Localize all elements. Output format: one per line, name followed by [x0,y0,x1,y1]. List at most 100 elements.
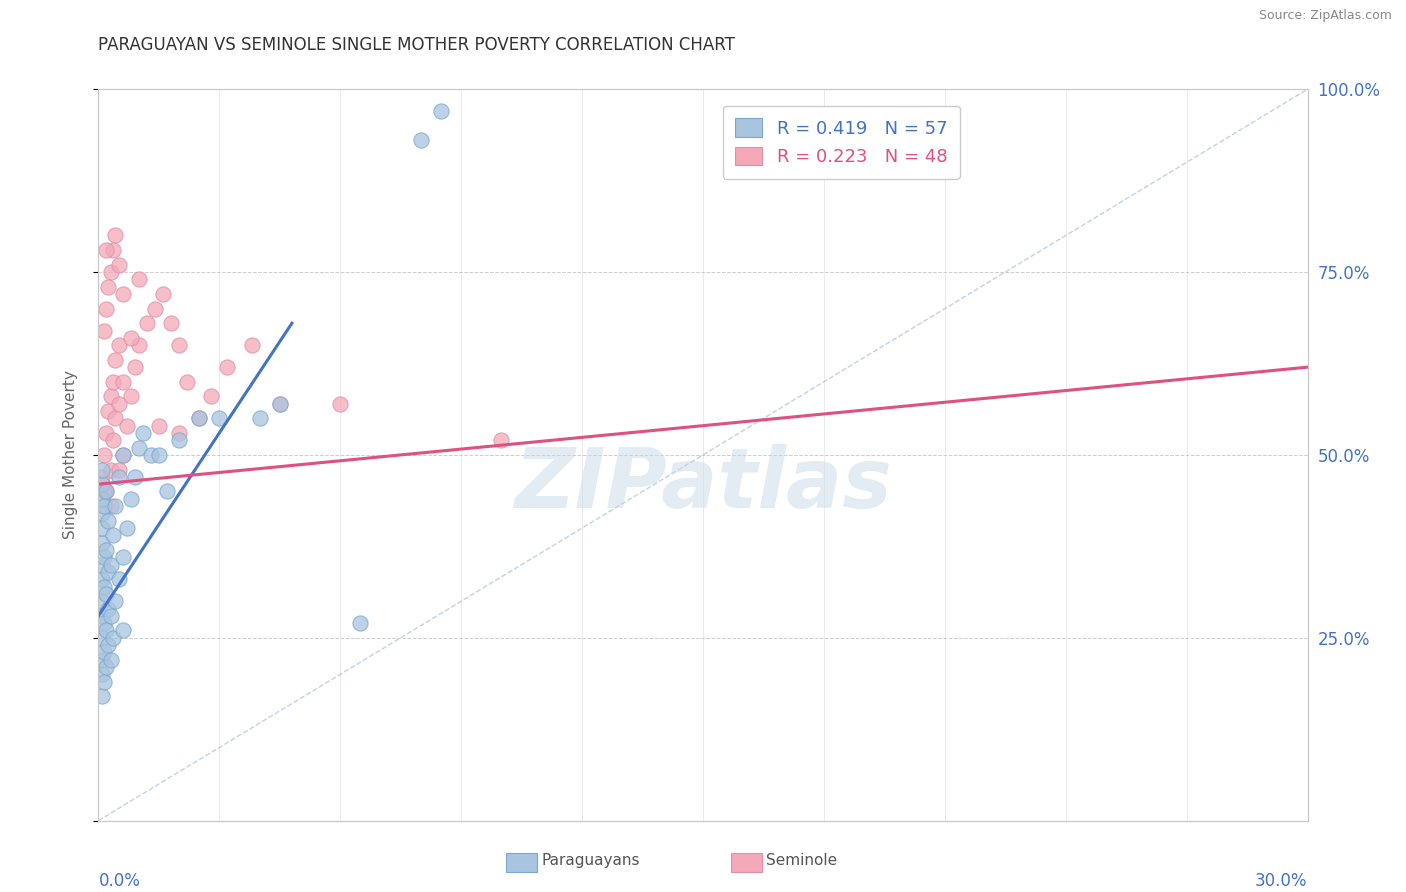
Text: Source: ZipAtlas.com: Source: ZipAtlas.com [1258,9,1392,22]
Point [167,425,190,440]
Text: 30.0%: 30.0% [1256,871,1308,890]
Point [93,645,115,659]
Point [97,565,120,579]
Text: PARAGUAYAN VS SEMINOLE SINGLE MOTHER POVERTY CORRELATION CHART: PARAGUAYAN VS SEMINOLE SINGLE MOTHER POV… [98,36,735,54]
Point [111,375,134,389]
Point [148,418,170,433]
Point [101,243,124,257]
Point [101,631,124,645]
Point [128,272,150,286]
Point [329,397,352,411]
Point [107,338,129,352]
Point [160,316,183,330]
Point [103,594,125,608]
Y-axis label: Single Mother Poverty: Single Mother Poverty [63,370,77,540]
Text: Paraguayans: Paraguayans [541,853,640,868]
Point [143,301,166,316]
Point [93,674,115,689]
Point [120,331,142,345]
Point [93,580,115,594]
Point [124,470,146,484]
Point [107,462,129,476]
Point [100,265,122,279]
Point [107,572,129,586]
Point [96,660,118,674]
Point [208,411,231,425]
Point [96,484,118,499]
Point [91,521,114,535]
Point [167,338,190,352]
Point [167,434,190,448]
Point [91,690,114,704]
Point [97,279,120,293]
Legend: R = 0.419   N = 57, R = 0.223   N = 48: R = 0.419 N = 57, R = 0.223 N = 48 [723,105,960,178]
Point [217,360,239,375]
Point [103,411,125,425]
Point [91,462,114,476]
Point [240,338,263,352]
Point [176,375,198,389]
Point [96,484,118,499]
Point [128,338,150,352]
Point [111,287,134,301]
Point [96,301,118,316]
Point [101,375,124,389]
Point [269,397,291,411]
Point [111,448,134,462]
Point [93,616,115,631]
Point [96,587,118,601]
Point [200,389,222,403]
Point [107,258,129,272]
Point [93,550,115,565]
Point [128,441,150,455]
Point [132,425,155,440]
Point [97,514,120,528]
Point [100,608,122,623]
Point [97,638,120,652]
Point [91,572,114,586]
Point [101,528,124,542]
Point [103,499,125,513]
Point [152,287,174,301]
Point [100,462,122,476]
Point [97,404,120,418]
Point [91,653,114,667]
Point [91,631,114,645]
Point [107,397,129,411]
Point [93,499,115,513]
Point [100,653,122,667]
Point [91,535,114,549]
Point [100,499,122,513]
Point [111,550,134,565]
Point [269,397,291,411]
Point [491,434,513,448]
Point [249,411,271,425]
Point [188,411,211,425]
Point [139,448,162,462]
Point [93,324,115,338]
Point [103,352,125,367]
Point [93,448,115,462]
Point [120,491,142,506]
Point [97,601,120,615]
Point [430,104,453,119]
Point [409,133,432,147]
Point [101,434,124,448]
Point [96,425,118,440]
Point [349,616,371,631]
Text: 0.0%: 0.0% [98,871,141,890]
Text: ZIPatlas: ZIPatlas [515,443,891,524]
Point [120,389,142,403]
Point [96,624,118,638]
Point [135,316,157,330]
Point [103,228,125,243]
Point [93,484,115,499]
Point [111,624,134,638]
Point [124,360,146,375]
Point [91,608,114,623]
Point [91,558,114,572]
Point [115,521,138,535]
Point [96,243,118,257]
Point [100,558,122,572]
Point [100,389,122,403]
